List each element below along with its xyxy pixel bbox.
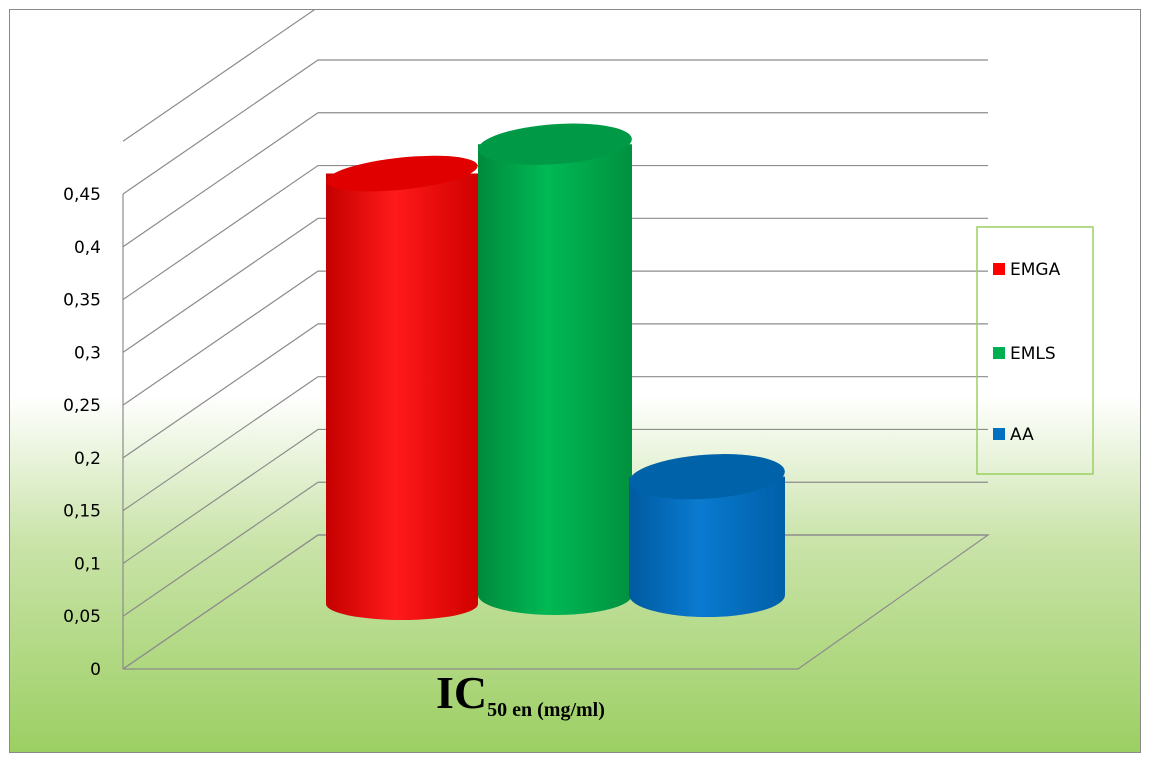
y-tick-label: 0,05 bbox=[63, 607, 101, 627]
gridline bbox=[122, 10, 316, 142]
y-tick-label: 0,25 bbox=[63, 396, 101, 416]
y-tick-label: 0,3 bbox=[74, 343, 101, 363]
legend-swatch-emga bbox=[993, 263, 1005, 275]
bar-top-shade bbox=[478, 123, 632, 165]
legend-label-aa: AA bbox=[1010, 425, 1034, 445]
bar-top bbox=[326, 155, 478, 192]
gridline bbox=[122, 323, 988, 459]
bar-emls bbox=[478, 123, 632, 615]
chart-walls bbox=[122, 10, 990, 670]
gridline bbox=[122, 164, 988, 301]
bar-emga bbox=[326, 155, 478, 621]
y-tick-label: 0,2 bbox=[74, 449, 101, 469]
gridline bbox=[122, 112, 988, 248]
chart-bars bbox=[326, 123, 785, 621]
y-tick-label: 0 bbox=[90, 660, 101, 680]
legend-box bbox=[976, 226, 1094, 475]
bar-top bbox=[629, 454, 785, 500]
chart-svg: 00,050,10,150,20,250,30,350,40,45 EMGAEM… bbox=[63, 10, 1094, 721]
bar-body bbox=[478, 144, 632, 615]
chart-frame: 0 0,05 0,1 0,15 0,2 0,25 0,3 0,35 0,4 0,45 EMGA EM… bbox=[9, 9, 1141, 753]
bar-top-shade bbox=[326, 155, 478, 192]
legend-swatch-emls bbox=[993, 347, 1005, 359]
bar-top bbox=[478, 123, 632, 165]
gridline bbox=[122, 376, 988, 512]
bar-aa bbox=[629, 454, 785, 617]
y-tick-label: 0,35 bbox=[63, 291, 101, 311]
gridline bbox=[122, 270, 988, 406]
x-axis-label-main: IC bbox=[436, 667, 487, 718]
legend-swatch-aa bbox=[993, 428, 1005, 440]
x-axis-label-sub: 50 en (mg/ml) bbox=[487, 699, 605, 721]
y-axis-ticks: 0 0,05 0,1 0,15 0,2 0,25 0,3 0,35 0,4 0,45 bbox=[63, 185, 101, 680]
bar-top-shade bbox=[629, 454, 785, 500]
bar-body bbox=[629, 476, 785, 617]
legend: EMGA EMLS AA bbox=[976, 226, 1094, 475]
gridline bbox=[122, 59, 988, 195]
y-tick-label: 0,45 bbox=[63, 185, 101, 205]
legend-label-emga: EMGA bbox=[1010, 260, 1061, 280]
x-axis-label: IC50 en (mg/ml) bbox=[436, 667, 605, 721]
y-tick-label: 0,15 bbox=[63, 502, 101, 522]
gridline bbox=[122, 428, 988, 564]
gridline bbox=[122, 217, 988, 353]
y-tick-label: 0,4 bbox=[74, 238, 101, 258]
bar-body bbox=[326, 173, 478, 621]
legend-label-emls: EMLS bbox=[1010, 344, 1056, 364]
y-tick-label: 0,1 bbox=[74, 554, 101, 574]
